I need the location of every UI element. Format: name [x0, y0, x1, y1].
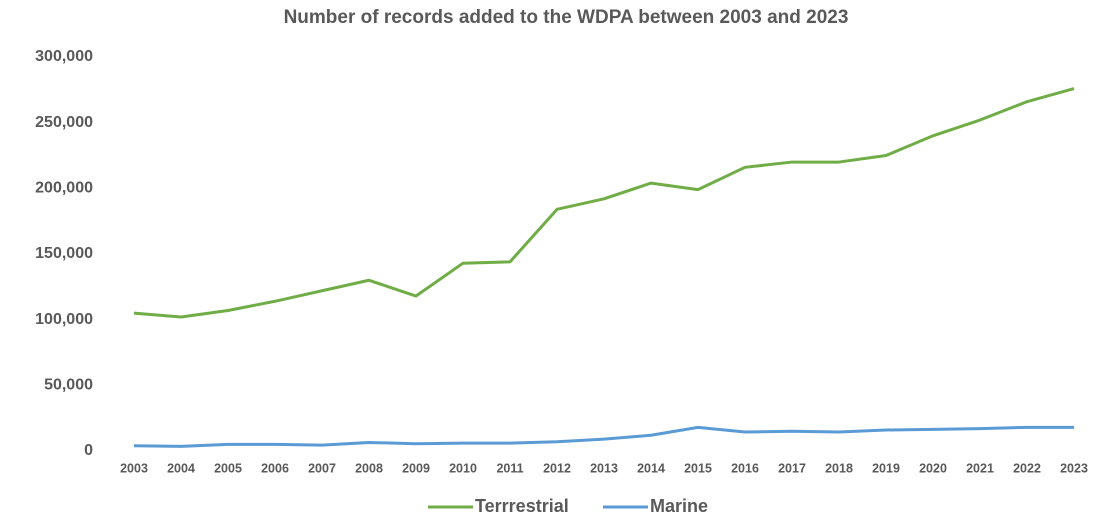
x-tick-label: 2021: [966, 461, 994, 475]
series-line: [133, 87, 1075, 319]
x-tick-label: 2012: [543, 461, 571, 475]
x-tick-label: 2010: [449, 461, 477, 475]
x-tick-label: 2004: [167, 461, 195, 475]
x-tick-label: 2008: [355, 461, 383, 475]
x-tick-label: 2009: [402, 461, 430, 475]
y-tick-label: 50,000: [44, 377, 93, 394]
legend-label: Terrrestrial: [475, 496, 569, 515]
x-tick-label: 2016: [731, 461, 759, 475]
x-tick-label: 2022: [1013, 461, 1041, 475]
x-tick-label: 2006: [261, 461, 289, 475]
x-tick-label: 2020: [919, 461, 947, 475]
x-tick-label: 2023: [1060, 461, 1088, 475]
y-tick-label: 200,000: [35, 180, 93, 197]
x-tick-label: 2017: [778, 461, 806, 475]
x-tick-label: 2011: [496, 461, 523, 475]
y-tick-label: 150,000: [35, 245, 93, 262]
x-tick-label: 2019: [872, 461, 900, 475]
y-tick-label: 300,000: [35, 48, 93, 65]
series-line: [133, 425, 1074, 448]
x-tick-label: 2014: [637, 461, 665, 475]
y-tick-label: 100,000: [35, 311, 93, 328]
x-tick-label: 2003: [120, 461, 148, 475]
chart-title: Number of records added to the WDPA betw…: [284, 7, 849, 28]
x-tick-label: 2007: [308, 461, 336, 475]
y-tick-label: 0: [84, 442, 93, 459]
x-tick-label: 2018: [825, 461, 853, 475]
y-tick-label: 250,000: [35, 114, 93, 131]
legend-label: Marine: [650, 496, 708, 515]
x-tick-label: 2005: [214, 461, 242, 475]
x-tick-label: 2015: [684, 461, 712, 475]
x-tick-label: 2013: [590, 461, 618, 475]
